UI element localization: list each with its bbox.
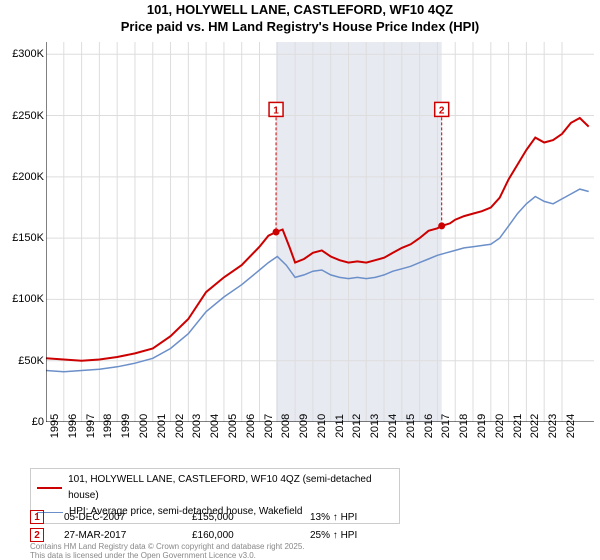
y-axis-label: £200K: [0, 171, 44, 183]
x-axis-label: 2019: [476, 414, 488, 438]
x-axis-label: 1998: [102, 414, 114, 438]
x-axis-label: 1997: [85, 414, 97, 438]
y-axis-label: £50K: [0, 355, 44, 367]
legend-label: 101, HOLYWELL LANE, CASTLEFORD, WF10 4QZ…: [68, 472, 393, 504]
x-axis-label: 2008: [280, 414, 292, 438]
x-axis-label: 2017: [440, 414, 452, 438]
sale-price: £155,000: [192, 512, 310, 523]
y-axis-label: £150K: [0, 232, 44, 244]
x-axis-label: 2004: [209, 414, 221, 438]
x-axis-label: 2015: [405, 414, 417, 438]
sale-hpi: 13% ↑ HPI: [310, 512, 400, 523]
x-axis-label: 2020: [494, 414, 506, 438]
x-axis-label: 2011: [334, 414, 346, 438]
x-axis-label: 2024: [565, 414, 577, 438]
chart-area: 12: [46, 42, 594, 422]
x-axis-label: 2009: [298, 414, 310, 438]
y-axis-label: £0: [0, 416, 44, 428]
x-axis-label: 2016: [423, 414, 435, 438]
sales-table: 105-DEC-2007£155,00013% ↑ HPI227-MAR-201…: [30, 508, 400, 544]
x-axis-label: 2014: [387, 414, 399, 438]
x-axis-label: 1995: [49, 414, 61, 438]
x-axis-label: 2018: [458, 414, 470, 438]
x-axis-label: 2010: [316, 414, 328, 438]
x-axis-label: 1999: [120, 414, 132, 438]
footer-credits: Contains HM Land Registry data © Crown c…: [30, 542, 590, 560]
sale-date: 27-MAR-2017: [64, 530, 192, 541]
legend-item-price: 101, HOLYWELL LANE, CASTLEFORD, WF10 4QZ…: [37, 472, 393, 504]
x-axis-label: 2002: [174, 414, 186, 438]
x-axis-label: 1996: [67, 414, 79, 438]
sale-date: 05-DEC-2007: [64, 512, 192, 523]
x-axis-label: 2000: [138, 414, 150, 438]
x-axis-label: 2023: [547, 414, 559, 438]
x-axis-label: 2021: [512, 414, 524, 438]
x-axis-label: 2022: [529, 414, 541, 438]
x-axis-label: 2006: [245, 414, 257, 438]
x-axis-label: 2003: [191, 414, 203, 438]
sale-row: 105-DEC-2007£155,00013% ↑ HPI: [30, 508, 400, 526]
sale-price: £160,000: [192, 530, 310, 541]
svg-text:2: 2: [439, 105, 445, 116]
chart-title: 101, HOLYWELL LANE, CASTLEFORD, WF10 4QZ…: [0, 2, 600, 36]
x-axis-label: 2012: [351, 414, 363, 438]
y-axis-label: £250K: [0, 110, 44, 122]
y-axis-label: £100K: [0, 293, 44, 305]
x-axis-label: 2001: [156, 414, 168, 438]
x-axis-label: 2007: [263, 414, 275, 438]
y-axis-label: £300K: [0, 48, 44, 60]
x-axis-label: 2005: [227, 414, 239, 438]
svg-text:1: 1: [273, 105, 279, 116]
sale-hpi: 25% ↑ HPI: [310, 530, 400, 541]
chart-svg: 12: [46, 42, 594, 422]
x-axis-label: 2013: [369, 414, 381, 438]
